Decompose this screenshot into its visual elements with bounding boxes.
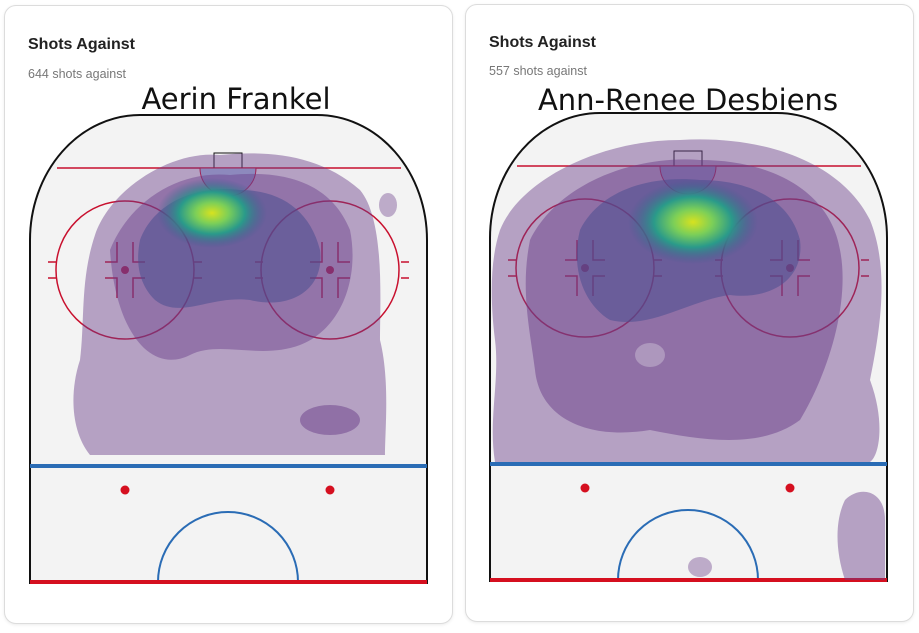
card-subtitle: 644 shots against [28, 67, 126, 81]
card: Shots Against 644 shots against Aerin Fr… [4, 5, 453, 624]
player-name: Aerin Frankel [141, 82, 331, 116]
card: Shots Against 557 shots against Ann-Rene… [465, 4, 914, 622]
player-name: Ann-Renee Desbiens [537, 83, 839, 117]
card-title: Shots Against [28, 36, 135, 53]
card-subtitle: 557 shots against [489, 64, 587, 78]
card-title: Shots Against [489, 34, 596, 51]
